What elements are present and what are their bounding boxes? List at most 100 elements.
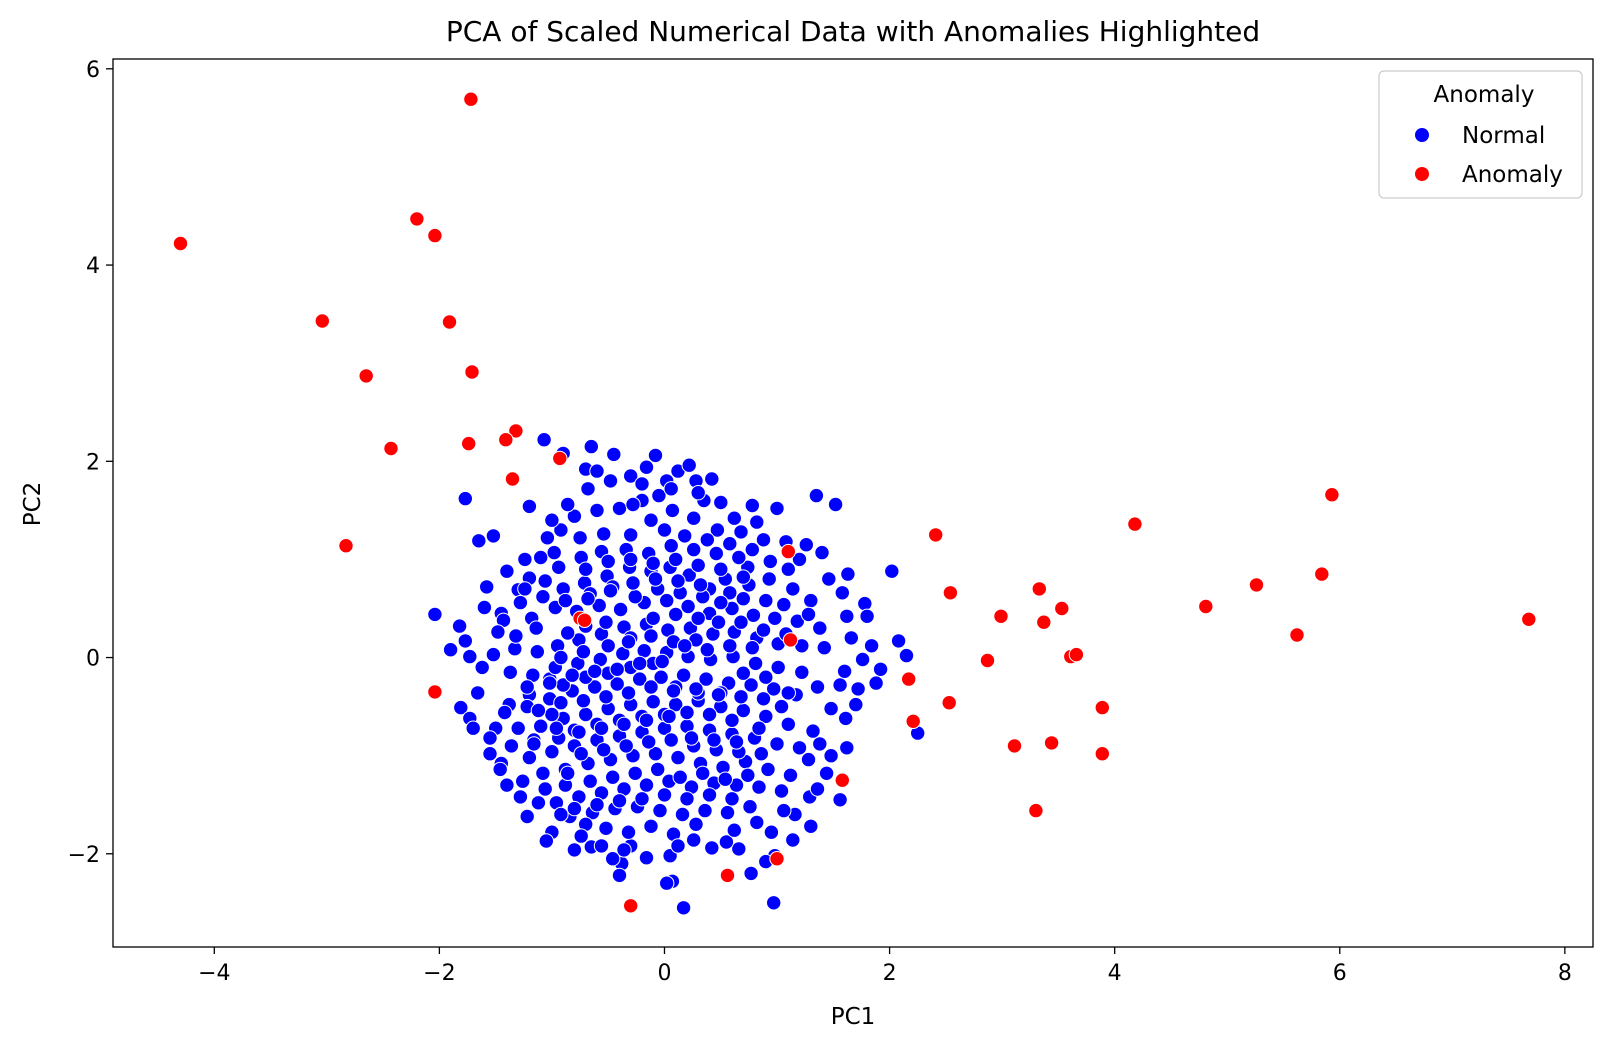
- normal-point: [731, 549, 747, 566]
- anomaly-point: [172, 235, 189, 252]
- normal-point: [722, 638, 738, 654]
- anomaly-point: [1028, 802, 1044, 819]
- normal-point: [593, 720, 610, 736]
- normal-point: [539, 530, 556, 546]
- normal-point: [457, 633, 473, 649]
- normal-point: [643, 512, 659, 528]
- normal-point: [533, 718, 549, 734]
- normal-point: [571, 724, 587, 740]
- normal-point: [620, 824, 637, 840]
- normal-point: [600, 638, 616, 654]
- normal-point: [724, 712, 740, 728]
- normal-point: [769, 500, 785, 517]
- normal-point: [791, 551, 808, 568]
- normal-point: [508, 628, 524, 644]
- normal-point: [625, 496, 641, 513]
- normal-point: [692, 577, 709, 593]
- normal-point: [733, 614, 749, 630]
- normal-point: [535, 765, 551, 781]
- normal-point: [816, 640, 832, 656]
- plot-frame: [112, 58, 1594, 948]
- anomaly-point: [1198, 598, 1214, 615]
- x-axis-label: PC1: [831, 1004, 876, 1030]
- normal-point: [587, 663, 603, 679]
- normal-point: [758, 708, 774, 725]
- normal-point: [654, 653, 670, 670]
- normal-point: [560, 496, 576, 513]
- normal-point: [800, 751, 817, 768]
- normal-point: [578, 561, 594, 577]
- normal-point: [638, 777, 655, 793]
- normal-point: [553, 522, 569, 538]
- normal-point: [647, 447, 664, 464]
- normal-point: [591, 597, 607, 614]
- anomaly-point: [1094, 746, 1111, 762]
- anomaly-point: [1043, 735, 1060, 751]
- normal-point: [663, 481, 679, 497]
- normal-point: [742, 799, 758, 815]
- normal-point: [839, 740, 855, 756]
- normal-point: [652, 802, 668, 819]
- normal-point: [731, 841, 747, 857]
- normal-point: [794, 664, 810, 680]
- normal-point: [740, 767, 756, 783]
- normal-point: [677, 638, 693, 654]
- normal-point: [583, 438, 599, 455]
- normal-point: [733, 524, 749, 540]
- normal-point: [690, 485, 706, 501]
- normal-point: [647, 746, 664, 762]
- normal-point: [744, 640, 760, 656]
- normal-point: [665, 683, 682, 699]
- normal-point: [492, 761, 508, 778]
- normal-point: [670, 573, 686, 589]
- normal-point: [834, 585, 850, 601]
- normal-point: [710, 687, 727, 703]
- normal-point: [544, 512, 560, 528]
- normal-point: [743, 865, 759, 882]
- normal-point: [688, 681, 704, 697]
- anomaly-point: [901, 671, 917, 687]
- normal-point: [656, 522, 673, 538]
- anomaly-point: [463, 91, 479, 107]
- normal-point: [770, 659, 786, 676]
- normal-point: [529, 644, 545, 660]
- normal-point: [675, 667, 692, 683]
- normal-point: [726, 822, 742, 838]
- normal-point: [548, 720, 565, 736]
- normal-point: [471, 533, 487, 549]
- normal-point: [753, 746, 769, 762]
- normal-point: [699, 642, 715, 658]
- x-tick-label: 8: [1558, 961, 1572, 986]
- normal-point: [512, 789, 529, 805]
- normal-point: [634, 476, 650, 492]
- anomaly-point: [782, 632, 799, 648]
- normal-point: [805, 723, 821, 739]
- anomaly-point: [769, 851, 785, 867]
- normal-point: [755, 691, 772, 707]
- anomaly-point: [780, 543, 796, 560]
- normal-points: [427, 432, 926, 916]
- anomaly-point: [1289, 627, 1305, 643]
- y-tick-label: 6: [86, 58, 100, 83]
- normal-point: [616, 716, 632, 732]
- normal-point: [538, 833, 554, 849]
- normal-point: [582, 773, 598, 789]
- normal-point: [766, 681, 782, 697]
- chart-title: PCA of Scaled Numerical Data with Anomal…: [446, 15, 1260, 48]
- normal-point: [564, 667, 580, 683]
- normal-point: [497, 704, 513, 721]
- normal-point: [814, 544, 830, 561]
- normal-point: [747, 655, 764, 672]
- normal-point: [575, 693, 592, 709]
- normal-point: [623, 527, 639, 543]
- normal-point: [616, 842, 632, 858]
- normal-point: [609, 661, 625, 677]
- normal-point: [749, 514, 765, 530]
- normal-point: [733, 689, 749, 705]
- normal-point: [427, 606, 443, 623]
- x-tick-label: 2: [883, 961, 897, 986]
- normal-point: [632, 655, 648, 672]
- normal-point: [690, 557, 706, 573]
- normal-point: [457, 490, 473, 507]
- normal-point: [627, 765, 643, 781]
